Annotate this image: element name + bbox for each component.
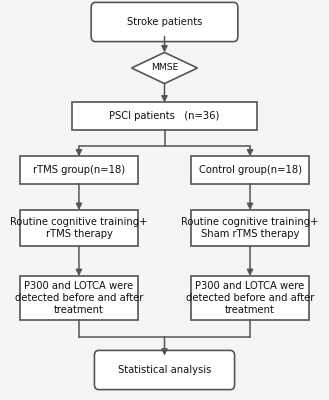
Text: Stroke patients: Stroke patients — [127, 17, 202, 27]
Text: P300 and LOTCA were
detected before and after
treatment: P300 and LOTCA were detected before and … — [186, 282, 314, 314]
FancyBboxPatch shape — [20, 156, 138, 184]
FancyBboxPatch shape — [91, 2, 238, 42]
FancyBboxPatch shape — [191, 210, 309, 246]
FancyBboxPatch shape — [94, 350, 235, 390]
Text: P300 and LOTCA were
detected before and after
treatment: P300 and LOTCA were detected before and … — [15, 282, 143, 314]
FancyBboxPatch shape — [72, 102, 257, 130]
Text: Control group(n=18): Control group(n=18) — [198, 165, 302, 175]
Text: rTMS group(n=18): rTMS group(n=18) — [33, 165, 125, 175]
FancyBboxPatch shape — [20, 210, 138, 246]
Text: Statistical analysis: Statistical analysis — [118, 365, 211, 375]
FancyBboxPatch shape — [20, 276, 138, 320]
Text: PSCI patients   (n=36): PSCI patients (n=36) — [109, 111, 220, 121]
FancyBboxPatch shape — [191, 276, 309, 320]
Text: Routine cognitive training+
Sham rTMS therapy: Routine cognitive training+ Sham rTMS th… — [181, 217, 319, 239]
Text: MMSE: MMSE — [151, 64, 178, 72]
FancyBboxPatch shape — [191, 156, 309, 184]
Polygon shape — [132, 52, 197, 84]
Text: Routine cognitive training+
rTMS therapy: Routine cognitive training+ rTMS therapy — [10, 217, 148, 239]
